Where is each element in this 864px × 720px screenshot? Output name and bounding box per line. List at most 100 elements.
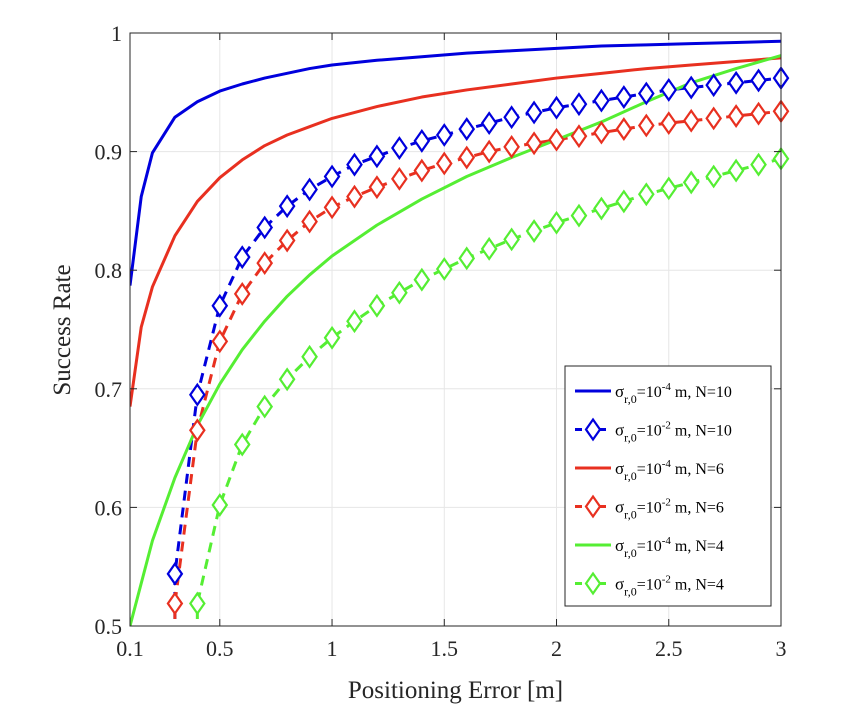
x-tick-label: 1 bbox=[327, 636, 338, 661]
data-point-s2-11 bbox=[391, 136, 408, 160]
legend-entry-5: σr,0=10-4 m, N=4 bbox=[575, 535, 724, 560]
data-point-s4-9 bbox=[346, 184, 363, 209]
data-point-s4-22 bbox=[637, 113, 655, 138]
data-point-s4-11 bbox=[391, 166, 408, 191]
data-point-s6-9 bbox=[368, 293, 386, 318]
data-point-s6-16 bbox=[525, 219, 543, 243]
marker-layer bbox=[166, 66, 790, 616]
data-point-s6-4 bbox=[256, 394, 274, 419]
data-point-s2-3 bbox=[211, 293, 229, 318]
data-point-s4-13 bbox=[435, 151, 453, 176]
data-point-s2-2 bbox=[189, 382, 206, 407]
data-point-s6-22 bbox=[660, 176, 678, 201]
series-line-3 bbox=[130, 56, 781, 407]
data-point-s4-23 bbox=[660, 111, 678, 136]
x-axis-label: Positioning Error [m] bbox=[348, 677, 563, 704]
data-point-s6-8 bbox=[346, 309, 363, 334]
data-point-s2-22 bbox=[637, 81, 655, 106]
data-point-s2-19 bbox=[570, 92, 588, 117]
legend-marker-6 bbox=[584, 571, 602, 596]
x-tick-label: 0.5 bbox=[206, 636, 234, 661]
data-point-s4-14 bbox=[458, 145, 476, 170]
data-point-s2-17 bbox=[525, 100, 543, 125]
legend: σr,0=10-4 m, N=10 σr,0=10-2 m, N=10 σr,0=1… bbox=[564, 365, 772, 607]
data-point-s2-7 bbox=[301, 177, 318, 202]
data-point-s6-25 bbox=[727, 158, 745, 183]
data-point-s4-20 bbox=[593, 120, 610, 145]
data-point-s2-15 bbox=[480, 111, 498, 136]
ticks: 0.1 0.5 1 1.5 2 2.5 30.50.60.70.80.91 bbox=[95, 21, 787, 661]
data-point-s6-13 bbox=[458, 246, 476, 271]
data-point-s2-26 bbox=[727, 70, 745, 95]
data-point-s2-12 bbox=[413, 129, 431, 153]
data-point-s4-12 bbox=[413, 158, 431, 183]
data-point-s4-5 bbox=[256, 251, 274, 276]
legend-entry-6: σr,0=10-2 m, N=4 bbox=[575, 571, 724, 599]
data-point-s6-26 bbox=[750, 152, 767, 177]
data-point-s2-8 bbox=[323, 164, 341, 189]
x-tick-label: 2 bbox=[551, 636, 562, 661]
data-point-s2-5 bbox=[256, 215, 274, 240]
data-point-s4-15 bbox=[480, 139, 498, 164]
data-point-s2-25 bbox=[705, 73, 722, 98]
data-point-s2-14 bbox=[458, 117, 476, 141]
data-point-s2-6 bbox=[278, 194, 296, 219]
legend-entry-2: σr,0=10-2 m, N=10 bbox=[575, 417, 732, 445]
plot-frame bbox=[129, 32, 782, 627]
data-point-s6-10 bbox=[391, 280, 408, 305]
data-point-s4-26 bbox=[727, 104, 745, 128]
data-point-s2-1 bbox=[166, 561, 184, 586]
data-point-s6-17 bbox=[548, 210, 565, 235]
data-point-s6-15 bbox=[503, 227, 520, 252]
data-point-s4-4 bbox=[233, 282, 251, 306]
data-point-s2-13 bbox=[435, 123, 453, 147]
data-point-s2-18 bbox=[548, 95, 565, 120]
data-point-s4-24 bbox=[682, 108, 700, 133]
legend-marker-2 bbox=[584, 417, 602, 442]
y-tick-label: 0.6 bbox=[95, 495, 123, 520]
x-tick-label: 3 bbox=[776, 636, 787, 661]
legend-label-5: σr,0=10-4 m, N=4 bbox=[615, 535, 724, 560]
data-point-s4-19 bbox=[570, 124, 588, 149]
data-point-s4-16 bbox=[503, 134, 520, 159]
series-line-6 bbox=[195, 157, 781, 626]
legend-box bbox=[564, 365, 772, 607]
data-point-s2-10 bbox=[368, 144, 386, 169]
data-point-s6-7 bbox=[323, 325, 341, 350]
data-point-s6-18 bbox=[570, 203, 588, 228]
data-point-s6-11 bbox=[413, 267, 431, 292]
x-tick-label: 0.1 bbox=[116, 636, 144, 661]
y-tick-label: 0.5 bbox=[95, 614, 123, 639]
y-tick-label: 1 bbox=[111, 21, 122, 46]
data-point-s6-14 bbox=[480, 236, 498, 261]
data-point-s6-19 bbox=[593, 196, 610, 221]
data-point-s2-20 bbox=[593, 88, 610, 113]
data-point-s2-21 bbox=[615, 85, 633, 109]
x-tick-label: 1.5 bbox=[431, 636, 459, 661]
data-point-s4-8 bbox=[323, 195, 341, 220]
data-point-s4-25 bbox=[705, 106, 722, 131]
legend-label-2: σr,0=10-2 m, N=10 bbox=[615, 420, 732, 445]
legend-entry-1: σr,0=10-4 m, N=10 bbox=[575, 381, 732, 406]
data-point-s6-12 bbox=[435, 257, 453, 281]
data-point-s4-6 bbox=[278, 228, 296, 253]
y-tick-label: 0.9 bbox=[95, 140, 123, 165]
y-tick-label: 0.8 bbox=[95, 258, 123, 283]
data-point-s6-23 bbox=[682, 170, 700, 195]
y-tick-label: 0.7 bbox=[95, 377, 123, 402]
data-point-s4-27 bbox=[750, 101, 767, 126]
legend-label-1: σr,0=10-4 m, N=10 bbox=[615, 381, 732, 406]
data-point-s4-2 bbox=[189, 418, 206, 443]
data-point-s2-16 bbox=[503, 105, 520, 130]
data-point-s6-20 bbox=[615, 189, 633, 214]
data-point-s6-24 bbox=[705, 164, 722, 189]
data-point-s2-24 bbox=[682, 75, 700, 100]
series-line-1 bbox=[130, 39, 781, 286]
data-point-s2-27 bbox=[750, 68, 767, 93]
legend-label-3: σr,0=10-4 m, N=6 bbox=[615, 458, 724, 483]
data-point-s6-6 bbox=[301, 344, 318, 369]
data-point-s6-5 bbox=[278, 367, 296, 392]
data-point-s4-3 bbox=[211, 329, 229, 354]
legend-entry-3: σr,0=10-4 m, N=6 bbox=[575, 458, 724, 483]
